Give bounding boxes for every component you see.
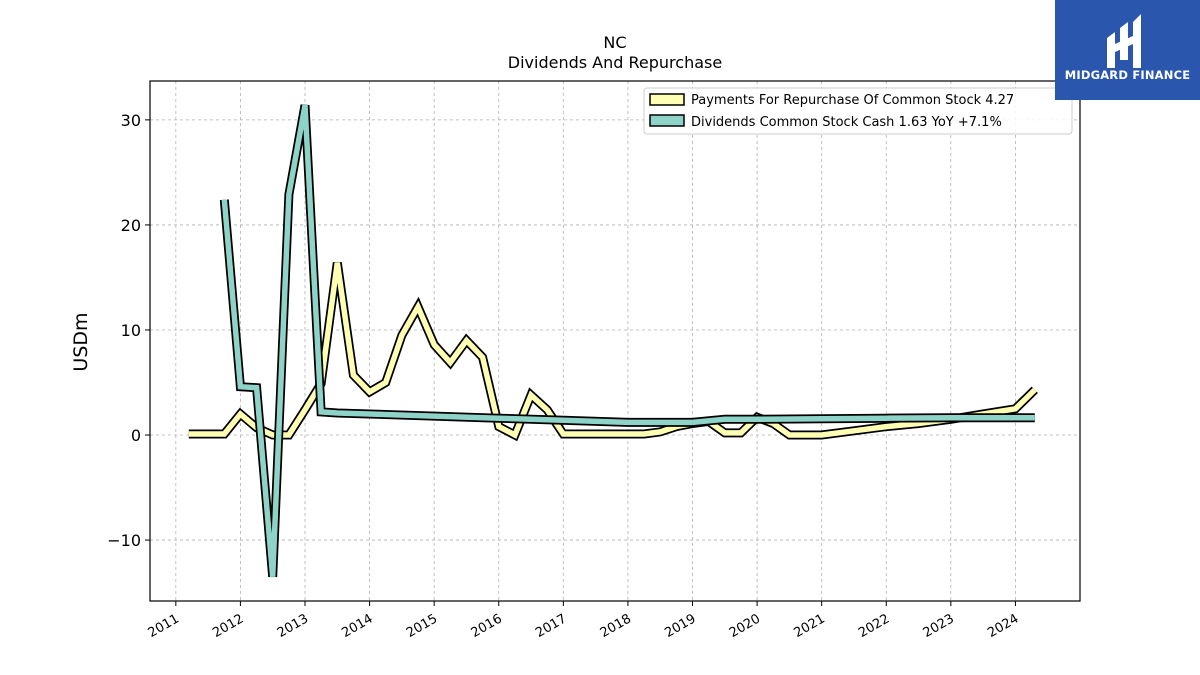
series-0-point — [547, 409, 548, 410]
series-0-point — [644, 434, 645, 435]
axis-ticks: −10 0 10 20 30 2011 2012 2013 2014 2015 2016 2017 20… — [107, 111, 1021, 641]
x-tick-label: 2019 — [662, 611, 698, 641]
legend-swatch-dividends — [649, 114, 685, 127]
series-0-point — [401, 335, 402, 336]
x-tick-label: 2014 — [339, 611, 375, 641]
series-0-point — [531, 395, 532, 396]
series-1-point — [886, 418, 887, 419]
series-line-0 — [188, 262, 1037, 439]
series-0-point — [660, 431, 661, 432]
x-tick-label: 2018 — [598, 611, 634, 641]
series-1-point — [224, 199, 225, 200]
plot-frame — [149, 80, 1081, 602]
series-1-point — [240, 386, 241, 387]
y-axis-label: USDm — [70, 312, 92, 371]
series-0-point — [434, 344, 435, 345]
x-tick-label: 2022 — [856, 611, 892, 641]
y-tick-label: 30 — [121, 111, 141, 130]
series-lines — [188, 104, 1038, 578]
series-1-point — [272, 576, 273, 577]
series-1-point — [321, 411, 322, 412]
legend: Payments For Repurchase Of Common Stock … — [643, 87, 1073, 135]
series-0-point — [188, 434, 189, 435]
series-0-point — [369, 391, 370, 392]
series-0-point — [579, 434, 580, 435]
series-0-point — [740, 432, 741, 433]
y-tick-label: 10 — [121, 321, 141, 340]
series-1-point — [692, 422, 693, 423]
series-1-point — [498, 418, 499, 419]
x-tick-label: 2023 — [921, 611, 957, 641]
series-0-point — [1015, 408, 1016, 409]
series-0-point — [498, 426, 499, 427]
series-0-point — [821, 435, 822, 436]
series-0-point — [353, 375, 354, 376]
series-1-point — [305, 105, 306, 106]
series-1-point — [821, 418, 822, 419]
series-0-point — [272, 435, 273, 436]
series-1-point — [369, 414, 370, 415]
series-0-point — [288, 435, 289, 436]
series-1-point — [1015, 417, 1016, 418]
series-1-point — [434, 416, 435, 417]
series-0-point — [514, 435, 515, 436]
series-1-point — [724, 419, 725, 420]
brand-name: MIDGARD FINANCE — [1064, 68, 1191, 82]
series-0-point — [482, 357, 483, 358]
x-tick-label: 2021 — [792, 611, 828, 641]
series-0-point — [1034, 389, 1035, 390]
legend-box — [643, 87, 1073, 135]
series-0-point — [450, 362, 451, 363]
y-tick-label: 0 — [131, 426, 141, 445]
series-0-point — [305, 409, 306, 410]
x-tick-label: 2012 — [210, 611, 246, 641]
series-0-point — [240, 414, 241, 415]
series-0-point — [563, 434, 564, 435]
chart-subtitle: Dividends And Repurchase — [508, 53, 722, 72]
x-tick-label: 2015 — [404, 611, 440, 641]
series-0-point — [854, 430, 855, 431]
series-1-point — [627, 422, 628, 423]
series-0-point — [805, 435, 806, 436]
series-0-point — [611, 434, 612, 435]
series-0-point — [627, 434, 628, 435]
series-1-point — [337, 413, 338, 414]
series-0-point — [418, 306, 419, 307]
series-1-point — [950, 417, 951, 418]
series-0-point — [789, 435, 790, 436]
series-1-point — [563, 420, 564, 421]
series-0-point — [385, 382, 386, 383]
brand-logo: MIDGARD FINANCE — [1055, 0, 1200, 100]
brand-mark-icon — [1107, 14, 1141, 68]
x-tick-label: 2024 — [985, 611, 1021, 641]
y-tick-label: 20 — [121, 216, 141, 235]
series-0-point — [918, 423, 919, 424]
series-0-point — [466, 340, 467, 341]
x-tick-label: 2013 — [275, 611, 311, 641]
x-tick-label: 2017 — [533, 611, 569, 641]
gridlines — [150, 81, 1080, 601]
legend-label-repurchase: Payments For Repurchase Of Common Stock … — [691, 93, 1014, 108]
series-1-point — [288, 194, 289, 195]
series-line-1 — [221, 104, 1035, 578]
x-tick-label: 2020 — [727, 611, 763, 641]
series-1-point — [1034, 417, 1035, 418]
legend-swatch-repurchase — [649, 93, 685, 106]
series-0-point — [886, 426, 887, 427]
series-0-point — [224, 434, 225, 435]
series-1-point — [757, 419, 758, 420]
series-1-point — [256, 387, 257, 388]
x-tick-label: 2016 — [469, 611, 505, 641]
series-0-point — [595, 434, 596, 435]
y-tick-label: −10 — [107, 531, 141, 550]
chart-title: NC — [603, 33, 626, 52]
legend-label-dividends: Dividends Common Stock Cash 1.63 YoY +7.… — [691, 115, 1002, 130]
series-0-point — [337, 262, 338, 263]
x-tick-label: 2011 — [146, 611, 182, 641]
series-0-point — [724, 432, 725, 433]
